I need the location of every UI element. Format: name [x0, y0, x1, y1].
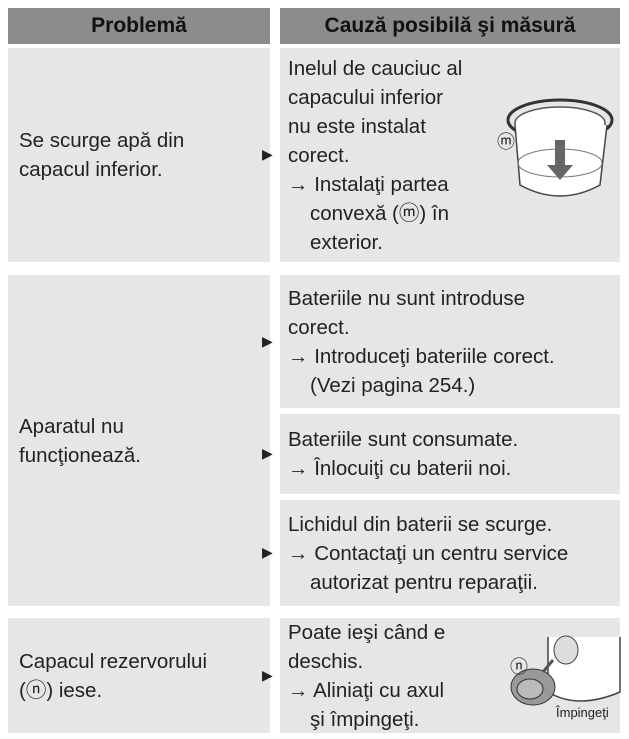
cause-text: corect. — [288, 315, 350, 339]
cause-text: Bateriile sunt consumate. — [288, 428, 519, 451]
header-cell: Problemă — [8, 8, 270, 44]
figure-label: ⓝ — [510, 657, 528, 677]
cause-cell — [280, 275, 620, 408]
cause-cell — [280, 414, 620, 494]
figure-caption: Împingeţi — [556, 705, 609, 720]
arrow: ▶ — [262, 666, 273, 683]
action-text: autorizat pentru reparaţii. — [310, 570, 538, 594]
cause-text: corect. — [288, 143, 350, 167]
action-text: exterior. — [310, 230, 383, 254]
action-text: → Introduceţi bateriile corect. — [288, 344, 555, 368]
cause-text: deschis. — [288, 649, 364, 673]
problem-text: (ⓝ) iese. — [19, 678, 103, 702]
figure-label: ⓜ — [497, 132, 515, 152]
cause-text: Lichidul din baterii se scurge. — [288, 512, 553, 536]
arrow: ▶ — [262, 544, 273, 560]
header-cell: Cauză posibilă şi măsură — [280, 8, 620, 44]
problem-cell — [8, 618, 270, 733]
cause-text: Bateriile nu sunt introduse — [288, 286, 526, 310]
action-text: → Aliniaţi cu axul — [288, 678, 445, 702]
problem-cell — [8, 275, 270, 606]
arrow: ▶ — [262, 445, 273, 461]
action-text: → Contactaţi un centru service — [288, 541, 569, 565]
problem-text: Capacul rezervorului — [19, 649, 208, 673]
cap-figure — [510, 635, 621, 706]
problem-text: capacul inferior. — [19, 158, 163, 181]
action-text: → Înlocuiţi cu baterii noi. — [288, 457, 512, 480]
action-text: → Instalaţi partea — [288, 172, 449, 196]
cause-text: nu este instalat — [288, 114, 426, 138]
cause-text: Poate ieşi când e — [288, 620, 446, 644]
action-text: şi împingeţi. — [310, 707, 420, 731]
cause-text: capacului inferior — [288, 85, 443, 109]
arrow: ▶ — [262, 146, 273, 162]
action-text: (Vezi pagina 254.) — [310, 373, 476, 397]
problem-cell — [8, 48, 270, 262]
ring-figure — [506, 98, 614, 197]
problem-text: funcţionează. — [19, 443, 141, 467]
cause-cell — [280, 500, 620, 606]
action-text: convexă (ⓜ) în — [310, 201, 449, 225]
problem-text: Se scurge apă din — [19, 129, 185, 152]
arrow: ▶ — [262, 332, 273, 349]
cause-text: Inelul de cauciuc al — [288, 56, 463, 80]
problem-text: Aparatul nu — [19, 414, 124, 438]
